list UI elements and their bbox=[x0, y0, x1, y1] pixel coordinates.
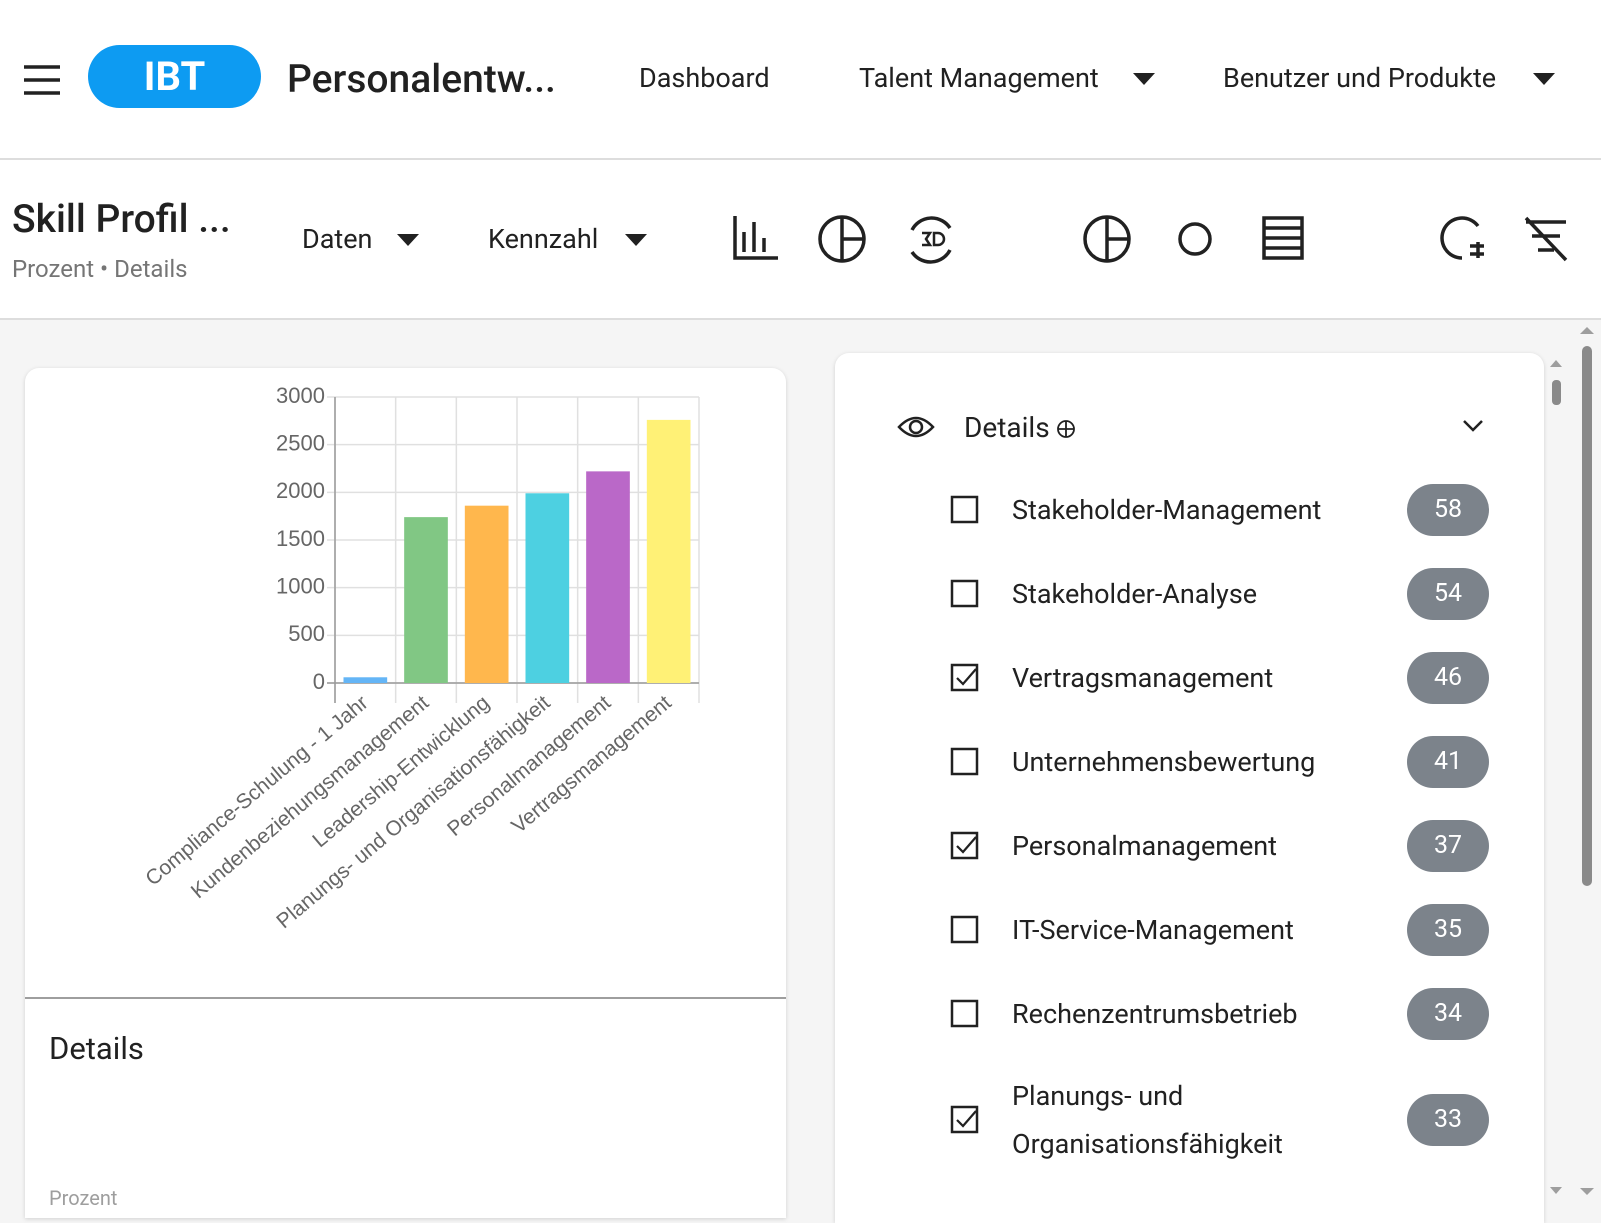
page-subtitle: Prozent • Details bbox=[12, 255, 188, 283]
eye-icon[interactable] bbox=[897, 413, 935, 441]
item-label[interactable]: Planungs- und Organisationsfähigkeit bbox=[1012, 1080, 1283, 1160]
x-tick-label: Kundenbeziehungsmanagement bbox=[187, 691, 434, 903]
caret bbox=[397, 234, 419, 246]
y-tick-label: 0 bbox=[313, 669, 325, 694]
caret bbox=[1533, 73, 1555, 85]
y-tick-label: 500 bbox=[288, 621, 325, 646]
count-badge: 41 bbox=[1407, 736, 1489, 788]
checkbox[interactable] bbox=[950, 663, 980, 693]
caret bbox=[1133, 73, 1155, 85]
dropdown[interactable]: Daten bbox=[302, 223, 373, 255]
reset-filter-icon[interactable] bbox=[1440, 216, 1484, 260]
checkbox-box bbox=[950, 579, 979, 608]
y-tick-label: 2500 bbox=[276, 430, 325, 455]
item-label[interactable]: Rechenzentrumsbetrieb bbox=[1012, 998, 1298, 1030]
checkbox-box bbox=[950, 495, 979, 524]
pie-chart-icon[interactable] bbox=[1083, 215, 1131, 263]
checkbox-box bbox=[950, 663, 979, 692]
header: IBT Personalentw... Dashboard Talent Man… bbox=[0, 0, 1601, 160]
item-label[interactable]: Unternehmensbewertung bbox=[1012, 746, 1316, 778]
checkbox[interactable] bbox=[950, 1105, 980, 1135]
count-badge: 33 bbox=[1407, 1094, 1489, 1146]
details-footer: Prozent bbox=[49, 1186, 118, 1210]
bar-chart: 050010001500200025003000Compliance-Schul… bbox=[141, 383, 700, 933]
caret bbox=[625, 234, 647, 246]
bar-chart-icon[interactable] bbox=[733, 216, 778, 260]
bar bbox=[586, 471, 630, 683]
toolbar-icons bbox=[733, 215, 1568, 264]
details-title: Details bbox=[49, 1030, 144, 1067]
count-badge: 37 bbox=[1407, 820, 1489, 872]
checkmark bbox=[956, 1110, 977, 1128]
menu-icon[interactable] bbox=[22, 64, 62, 96]
checkbox-box bbox=[950, 831, 979, 860]
bar bbox=[404, 517, 448, 683]
checkbox-box bbox=[950, 747, 979, 776]
checkbox[interactable] bbox=[950, 831, 980, 861]
item-label[interactable]: IT-Service-Management bbox=[1012, 914, 1294, 946]
checkbox-box bbox=[950, 1105, 979, 1134]
checkmark bbox=[956, 836, 977, 854]
checkbox[interactable] bbox=[950, 579, 980, 609]
y-tick-label: 3000 bbox=[276, 383, 325, 408]
count-badge: 54 bbox=[1407, 568, 1489, 620]
inner-scrollbar[interactable] bbox=[1546, 355, 1566, 1200]
count-badge: 35 bbox=[1407, 904, 1489, 956]
filter-panel: Details Stakeholder-Management 58 Stakehol… bbox=[835, 353, 1544, 1223]
bar bbox=[525, 493, 570, 683]
checkbox-box bbox=[950, 915, 979, 944]
add-icon[interactable] bbox=[1056, 419, 1076, 439]
pie-chart-icon[interactable] bbox=[818, 215, 866, 263]
item-label[interactable]: Personalmanagement bbox=[1012, 830, 1278, 862]
table-icon[interactable] bbox=[1262, 216, 1304, 260]
count-badge: 46 bbox=[1407, 652, 1489, 704]
page-scrollbar[interactable] bbox=[1576, 322, 1598, 1200]
y-tick-label: 1500 bbox=[276, 526, 325, 551]
clear-filter-icon[interactable] bbox=[1524, 216, 1568, 262]
checkbox[interactable] bbox=[950, 915, 980, 945]
dropdown[interactable]: Kennzahl bbox=[488, 223, 599, 255]
nav-link[interactable]: Talent Management bbox=[859, 62, 1099, 94]
nav-link[interactable]: Benutzer und Produkte bbox=[1223, 62, 1497, 94]
bar bbox=[464, 505, 509, 683]
toolbar: Skill Profil ... Prozent • Details Daten… bbox=[0, 160, 1601, 320]
checkbox[interactable] bbox=[950, 999, 980, 1029]
nav-link[interactable]: Dashboard bbox=[639, 62, 770, 94]
bar bbox=[343, 677, 388, 683]
logo[interactable]: IBT bbox=[88, 45, 261, 108]
item-label[interactable]: Stakeholder-Management bbox=[1012, 494, 1322, 526]
checkbox-box bbox=[950, 999, 979, 1028]
app-title: Personalentw... bbox=[287, 56, 556, 102]
bar bbox=[646, 419, 691, 683]
y-tick-label: 1000 bbox=[276, 573, 325, 598]
checkbox[interactable] bbox=[950, 495, 980, 525]
count-badge: 34 bbox=[1407, 988, 1489, 1040]
page-title: Skill Profil ... bbox=[12, 196, 231, 242]
y-tick-label: 2000 bbox=[276, 478, 325, 503]
rotate-3d-icon[interactable] bbox=[910, 216, 952, 264]
divider bbox=[25, 997, 786, 999]
circle-icon[interactable] bbox=[1178, 222, 1212, 256]
item-label[interactable]: Stakeholder-Analyse bbox=[1012, 578, 1258, 610]
item-label[interactable]: Vertragsmanagement bbox=[1012, 662, 1274, 694]
count-badge: 58 bbox=[1407, 484, 1489, 536]
checkmark bbox=[956, 668, 977, 686]
panel-title: Details bbox=[964, 411, 1050, 444]
collapse-icon[interactable] bbox=[1462, 419, 1484, 433]
checkbox[interactable] bbox=[950, 747, 980, 777]
